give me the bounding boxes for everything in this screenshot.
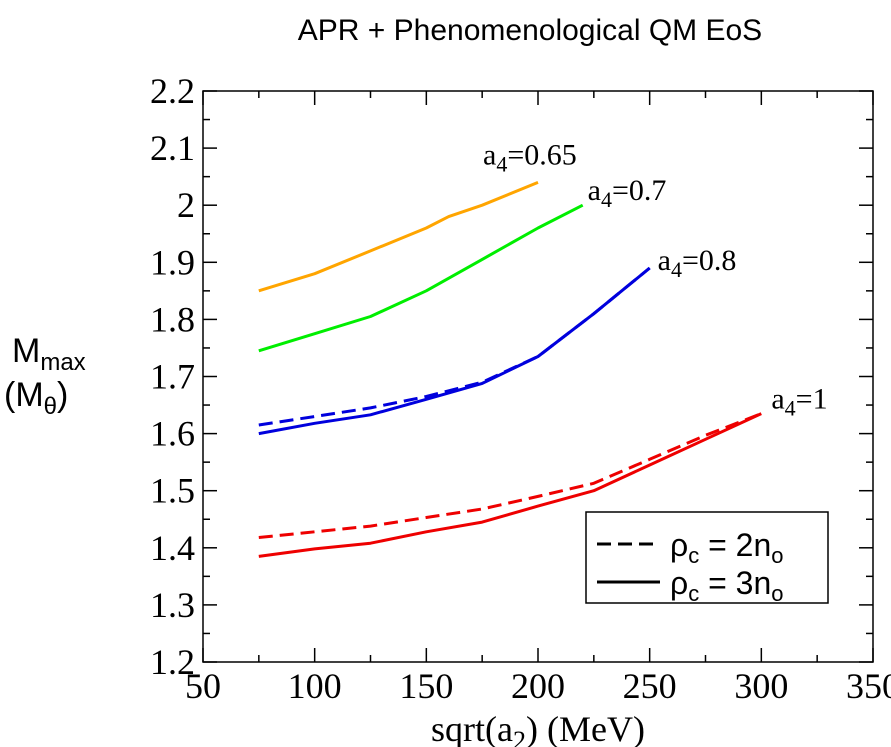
- y-tick-label: 1.3: [150, 585, 195, 625]
- legend-box: [585, 511, 829, 604]
- y-tick-label: 1.5: [150, 471, 195, 511]
- y-axis-label-line1: Mmax: [12, 332, 86, 376]
- x-axis-label: sqrt(a2) (MeV): [431, 709, 645, 747]
- y-tick-label: 1.4: [150, 528, 195, 568]
- series-label-2: a4=0.8: [658, 244, 737, 282]
- y-tick-label: 1.6: [150, 414, 195, 454]
- series-line-4: [258, 412, 762, 539]
- series-labels: a4=0.65 a4=0.7 a4=0.8 a4=1: [483, 138, 828, 420]
- y-axis-label-line2: (Mθ): [4, 376, 68, 420]
- x-tick-label: 250: [623, 666, 677, 706]
- x-tick-label: 200: [511, 666, 565, 706]
- series-line-5: [258, 412, 762, 558]
- y-tick-label: 1.7: [150, 357, 195, 397]
- x-tick-label: 350: [846, 666, 891, 706]
- series-label-0: a4=0.65: [483, 138, 577, 176]
- series-line-3: [258, 266, 651, 436]
- series-line-0: [258, 181, 539, 293]
- chart-title: APR + Phenomenological QM EoS: [298, 14, 762, 47]
- legend: ρc = 2no ρc = 3no: [585, 511, 829, 606]
- y-tick-label: 2.1: [150, 128, 195, 168]
- series-line-2: [258, 266, 651, 427]
- series-line-1: [258, 203, 584, 353]
- y-tick-label: 1.9: [150, 242, 195, 282]
- x-tick-label: 150: [399, 666, 453, 706]
- x-tick-label: 50: [185, 666, 221, 706]
- y-tick-label: 2: [177, 185, 195, 225]
- x-tick-label: 300: [734, 666, 788, 706]
- y-tick-label: 1.8: [150, 299, 195, 339]
- series-label-4: a4=1: [771, 383, 827, 421]
- y-tick-label: 1.2: [150, 642, 195, 682]
- y-tick-label: 2.2: [150, 71, 195, 111]
- axis-ticks: 50 100 150 200 250 300 350 1.2 1.3 1.4 1.5 1.6 1.7 1.…: [150, 71, 891, 706]
- series-label-1: a4=0.7: [588, 174, 667, 212]
- legend-entry-dashed: ρc = 2no: [670, 527, 784, 568]
- x-tick-label: 100: [288, 666, 342, 706]
- legend-entry-solid: ρc = 3no: [670, 565, 784, 606]
- series-lines: [258, 181, 762, 558]
